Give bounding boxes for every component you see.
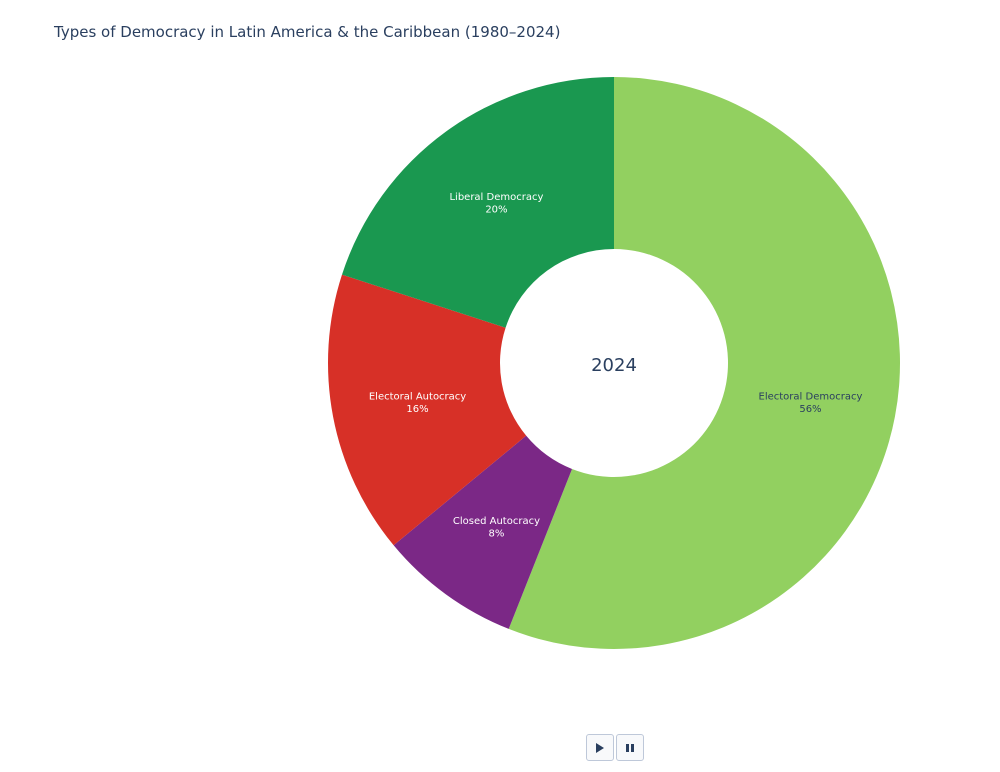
slice-label-closed-autocracy: Closed Autocracy 8% <box>453 516 540 540</box>
donut-labels: Electoral Democracy 56% Closed Autocracy 8%… <box>369 192 863 539</box>
play-button[interactable] <box>586 734 614 761</box>
slice-liberal-democracy[interactable] <box>341 77 614 328</box>
donut-slices <box>327 77 901 649</box>
slice-label-electoral-autocracy: Electoral Autocracy 16% <box>369 391 466 415</box>
slice-label-liberal-democracy: Liberal Democracy 20% <box>449 192 543 216</box>
pause-button[interactable] <box>616 734 644 761</box>
slice-electoral-democracy[interactable] <box>508 77 901 649</box>
play-icon <box>596 742 604 753</box>
slice-closed-autocracy[interactable] <box>393 435 573 629</box>
slice-label-electoral-democracy: Electoral Democracy 56% <box>759 391 863 415</box>
pause-icon <box>626 743 634 752</box>
slice-electoral-autocracy[interactable] <box>327 274 527 546</box>
animation-controls <box>586 734 644 761</box>
center-year-label: 2024 <box>591 355 637 376</box>
chart-title: Types of Democracy in Latin America & th… <box>54 23 561 41</box>
